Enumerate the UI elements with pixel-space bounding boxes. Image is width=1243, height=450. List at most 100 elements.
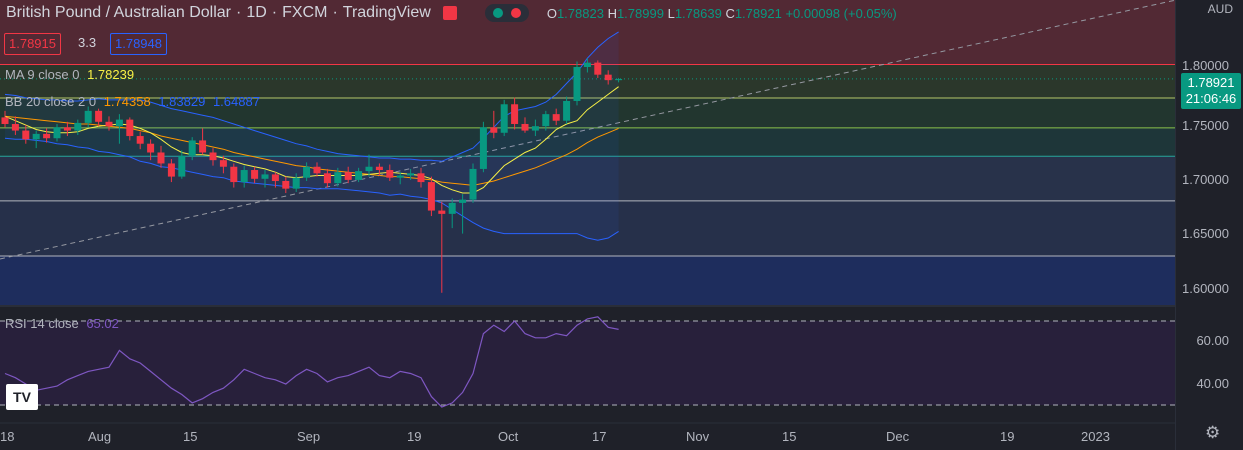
date-tick: 19 xyxy=(407,429,422,444)
ohlc-values: O1.78823 H1.78999 L1.78639 C1.78921 +0.0… xyxy=(547,6,897,21)
bb-legend[interactable]: BB 20 close 2 0 1.74358 1.83829 1.64887 xyxy=(5,94,260,109)
date-tick: 15 xyxy=(782,429,797,444)
trend-line xyxy=(0,0,1177,260)
candle xyxy=(147,139,155,161)
candle-body xyxy=(84,110,92,123)
candle-body xyxy=(531,126,539,131)
candle-body xyxy=(167,163,175,177)
candle xyxy=(448,198,456,229)
gear-icon[interactable]: ⚙ xyxy=(1205,423,1221,442)
candle-body xyxy=(552,114,560,121)
chart-header: British Pound / Australian Dollar · 1D ·… xyxy=(0,0,897,26)
candle xyxy=(615,77,623,83)
candle xyxy=(542,110,550,131)
date-tick: Nov xyxy=(686,429,710,444)
candle xyxy=(84,106,92,128)
candle xyxy=(323,168,331,188)
rsi-pane xyxy=(0,305,1243,424)
candle xyxy=(230,163,238,188)
date-tick: 2023 xyxy=(1081,429,1110,444)
sell-button[interactable]: 1.78915 xyxy=(4,33,61,55)
bb-label: BB 20 close 2 0 xyxy=(5,94,97,109)
candle-body xyxy=(417,173,425,183)
tradingview-logo-icon: TV xyxy=(6,384,38,410)
candle-body xyxy=(344,172,352,180)
candle xyxy=(334,167,342,187)
candle xyxy=(157,145,165,168)
candle-body xyxy=(22,130,30,140)
candle-countdown: 21:06:46 xyxy=(1185,91,1237,106)
candle-body xyxy=(615,79,623,81)
status-dot-icon xyxy=(492,8,503,18)
candle xyxy=(604,70,612,85)
candle-body xyxy=(53,127,61,139)
candles xyxy=(1,58,623,293)
rsi-tick: 40.00 xyxy=(1196,376,1229,391)
candle xyxy=(22,125,30,144)
candle-body xyxy=(563,100,571,121)
candle-body xyxy=(157,152,165,164)
candle xyxy=(386,164,394,181)
ma-value: 1.78239 xyxy=(87,67,135,82)
trend-line xyxy=(0,0,1177,260)
flag-icon[interactable] xyxy=(442,6,457,20)
candle-body xyxy=(188,140,196,156)
candle-body xyxy=(292,177,300,189)
candle-body xyxy=(43,133,51,139)
price-tick: 1.60000 xyxy=(1182,281,1229,296)
fib-zone xyxy=(0,0,1176,65)
candle xyxy=(261,170,269,188)
price-tick: 1.70000 xyxy=(1182,172,1229,187)
candle-body xyxy=(251,170,259,179)
date-tick: 19 xyxy=(1000,429,1015,444)
fib-zone xyxy=(0,156,1176,201)
candle-body xyxy=(240,170,248,183)
candle xyxy=(313,162,321,177)
candle-body xyxy=(105,121,113,127)
candle-body xyxy=(147,143,155,153)
candle xyxy=(375,163,383,176)
platform-label: TradingView xyxy=(342,4,431,21)
ma-legend[interactable]: MA 9 close 0 1.78239 xyxy=(5,67,134,82)
price-tick: 1.75000 xyxy=(1182,118,1229,133)
currency-label[interactable]: AUD xyxy=(1207,2,1233,16)
candle xyxy=(63,121,71,137)
ohlc-close-label: C xyxy=(725,5,735,21)
candle xyxy=(396,172,404,185)
candle-body xyxy=(261,174,269,179)
candle xyxy=(251,166,259,184)
candle xyxy=(105,116,113,131)
spread-value: 3.3 xyxy=(78,35,97,50)
candle xyxy=(178,150,186,179)
candle-body xyxy=(511,104,519,124)
market-status[interactable] xyxy=(484,4,529,22)
candle-body xyxy=(604,74,612,81)
ohlc-open-label: O xyxy=(546,5,557,21)
candle xyxy=(521,117,529,133)
candle-body xyxy=(230,166,238,183)
fib-zone xyxy=(0,98,1176,128)
candle-body xyxy=(219,160,227,167)
buy-button[interactable]: 1.78948 xyxy=(110,33,167,55)
symbol-title[interactable]: British Pound / Australian Dollar xyxy=(6,4,231,21)
date-tick: Aug xyxy=(88,429,112,444)
candle-body xyxy=(334,172,342,184)
interval-label[interactable]: 1D xyxy=(246,4,267,21)
candle xyxy=(271,172,279,188)
candle-body xyxy=(271,174,279,181)
candle xyxy=(53,123,61,142)
rsi-legend[interactable]: RSI 14 close 65.02 xyxy=(5,316,119,331)
rsi-tick: 60.00 xyxy=(1196,333,1229,348)
candle xyxy=(583,58,591,73)
candle xyxy=(303,162,311,181)
ma-label: MA 9 close 0 xyxy=(5,67,80,82)
candle-body xyxy=(32,133,40,140)
ohlc-close: 1.78921 xyxy=(734,5,782,21)
candle xyxy=(417,167,425,188)
exchange-label: FXCM xyxy=(282,4,328,21)
candle-body xyxy=(396,175,404,178)
candle-body xyxy=(583,62,591,67)
ohlc-open: 1.78823 xyxy=(556,5,604,21)
candle xyxy=(511,97,519,130)
